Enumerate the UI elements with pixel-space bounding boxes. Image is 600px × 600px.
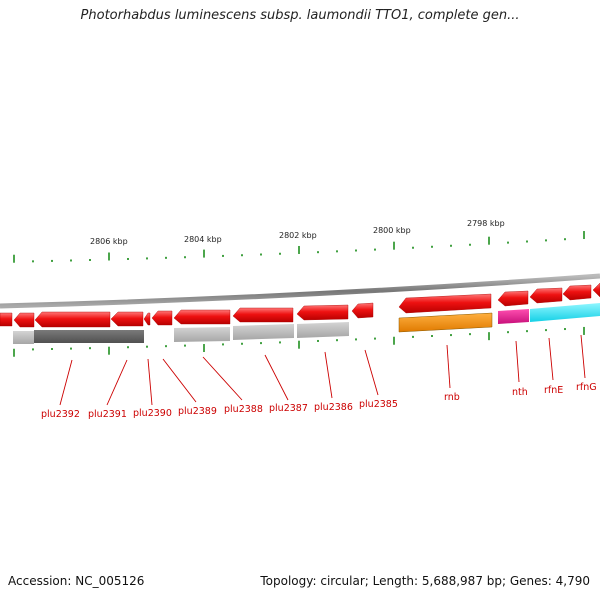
gene-arrow-plu2385[interactable] (351, 302, 374, 319)
leader-line-plu2388 (202, 356, 243, 401)
scale-label-2806: 2806 kbp (90, 237, 128, 246)
scale-ticks-bottom (13, 326, 585, 357)
leader-line-plu2386 (324, 351, 333, 399)
gene-arrow-plu2391[interactable] (110, 311, 144, 327)
leader-line-rfnG (580, 334, 586, 379)
gene-label-plu2392[interactable]: plu2392 (41, 409, 80, 420)
scale-label-2800: 2800 kbp (373, 226, 411, 235)
leader-line-plu2390 (147, 358, 153, 406)
scale-labels: 2806 kbp 2804 kbp 2802 kbp 2800 kbp 2798… (90, 219, 505, 246)
gene-track[interactable] (0, 282, 600, 328)
gene-arrow-plu2390[interactable] (143, 312, 151, 326)
feature-block[interactable] (297, 322, 349, 338)
gene-label-plu2390[interactable]: plu2390 (133, 408, 172, 419)
leader-line-plu2391 (106, 359, 128, 406)
leader-line-rfnE (548, 337, 554, 381)
leader-line-nth (515, 340, 520, 383)
gene-label-rfnE[interactable]: rfnE (544, 385, 563, 396)
feature-block[interactable] (34, 330, 144, 343)
gene-arrow[interactable] (151, 310, 173, 326)
scale-ticks-top (13, 231, 585, 263)
gene-arrow-nth[interactable] (497, 290, 529, 307)
leader-line-plu2392 (59, 359, 73, 406)
gene-label-rfnG[interactable]: rfnG (576, 382, 597, 393)
leader-line-rnb (446, 344, 451, 389)
gene-arrow-rnb[interactable] (398, 293, 492, 314)
scale-label-2802: 2802 kbp (279, 231, 317, 240)
accession-text: Accession: NC_005126 (8, 574, 145, 588)
scale-label-2798: 2798 kbp (467, 219, 505, 228)
gene-label-plu2387[interactable]: plu2387 (269, 403, 308, 414)
scale-label-2804: 2804 kbp (184, 235, 222, 244)
feature-block-rfn[interactable] (530, 303, 600, 322)
feature-block[interactable] (233, 324, 294, 340)
gene-label-nth[interactable]: nth (512, 387, 528, 398)
gene-labels: plu2392 plu2391 plu2390 plu2389 plu2388 … (41, 382, 597, 420)
leader-line-plu2389 (162, 358, 197, 403)
feature-track[interactable] (13, 303, 600, 344)
leader-lines (59, 334, 586, 406)
feature-block[interactable] (174, 327, 230, 342)
feature-block-rnb[interactable] (398, 312, 493, 333)
gene-label-rnb[interactable]: rnb (444, 392, 460, 403)
gene-arrow-rfnG[interactable] (562, 284, 592, 301)
feature-block-nth[interactable] (498, 309, 529, 324)
gene-label-plu2385[interactable]: plu2385 (359, 399, 398, 410)
gene-label-plu2386[interactable]: plu2386 (314, 402, 353, 413)
gene-arrow[interactable] (13, 312, 35, 328)
map-title: Photorhabdus luminescens subsp. laumondi… (80, 8, 520, 23)
genome-summary-text: Topology: circular; Length: 5,688,987 bp… (260, 574, 590, 588)
gene-arrow-plu2389[interactable] (173, 309, 231, 325)
gene-arrow-plu2388[interactable] (232, 307, 294, 323)
gene-arrow-plu2392[interactable] (34, 311, 111, 328)
gene-label-plu2388[interactable]: plu2388 (224, 404, 263, 415)
gene-label-plu2391[interactable]: plu2391 (88, 409, 127, 420)
genome-backbone (0, 273, 600, 309)
leader-line-plu2385 (364, 349, 379, 396)
gene-arrow-rfnE[interactable] (529, 287, 563, 304)
gene-label-plu2389[interactable]: plu2389 (178, 406, 217, 417)
gene-arrow[interactable] (592, 282, 600, 298)
gene-arrow-plu2387[interactable] (296, 304, 349, 321)
gene-arrow[interactable] (0, 312, 13, 327)
feature-block[interactable] (13, 331, 34, 344)
leader-line-plu2387 (264, 354, 289, 401)
